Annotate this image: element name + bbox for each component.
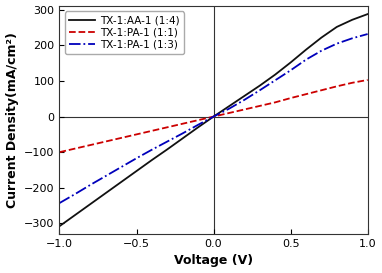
TX-1:AA-1 (1:4) — [288, 61, 293, 64]
TX-1:PA-1 (1:1) — [242, 108, 247, 111]
TX-1:PA-1 (1:3) — [134, 157, 139, 160]
X-axis label: Voltage (V): Voltage (V) — [174, 254, 253, 268]
TX-1:AA-1 (1:4) — [88, 203, 92, 206]
TX-1:PA-1 (1:1) — [365, 78, 370, 82]
TX-1:AA-1 (1:4) — [165, 148, 170, 151]
TX-1:PA-1 (1:3) — [350, 37, 354, 40]
TX-1:PA-1 (1:1) — [165, 126, 170, 129]
TX-1:PA-1 (1:1) — [57, 150, 62, 154]
TX-1:PA-1 (1:3) — [119, 165, 123, 169]
TX-1:PA-1 (1:3) — [227, 107, 231, 110]
TX-1:PA-1 (1:3) — [257, 89, 262, 92]
TX-1:AA-1 (1:4) — [196, 126, 201, 129]
TX-1:PA-1 (1:3) — [211, 115, 216, 118]
TX-1:AA-1 (1:4) — [273, 73, 277, 76]
TX-1:PA-1 (1:3) — [242, 98, 247, 102]
TX-1:PA-1 (1:3) — [150, 148, 154, 151]
TX-1:PA-1 (1:1) — [257, 104, 262, 108]
Line: TX-1:AA-1 (1:4): TX-1:AA-1 (1:4) — [60, 14, 367, 226]
TX-1:PA-1 (1:3) — [73, 192, 77, 196]
TX-1:PA-1 (1:1) — [273, 101, 277, 104]
TX-1:AA-1 (1:4) — [180, 137, 185, 140]
TX-1:PA-1 (1:3) — [365, 32, 370, 36]
TX-1:PA-1 (1:1) — [196, 118, 201, 122]
TX-1:PA-1 (1:3) — [88, 183, 92, 186]
TX-1:PA-1 (1:1) — [211, 115, 216, 118]
TX-1:AA-1 (1:4) — [242, 94, 247, 97]
TX-1:PA-1 (1:1) — [88, 143, 92, 147]
Y-axis label: Current Density(mA/cm²): Current Density(mA/cm²) — [6, 32, 19, 208]
TX-1:AA-1 (1:4) — [257, 84, 262, 87]
TX-1:PA-1 (1:1) — [134, 133, 139, 136]
Legend: TX-1:AA-1 (1:4), TX-1:PA-1 (1:1), TX-1:PA-1 (1:3): TX-1:AA-1 (1:4), TX-1:PA-1 (1:1), TX-1:P… — [65, 11, 184, 54]
Line: TX-1:PA-1 (1:1): TX-1:PA-1 (1:1) — [60, 80, 367, 152]
TX-1:PA-1 (1:3) — [335, 42, 339, 45]
TX-1:PA-1 (1:3) — [273, 79, 277, 82]
TX-1:AA-1 (1:4) — [304, 48, 308, 51]
TX-1:AA-1 (1:4) — [227, 105, 231, 108]
TX-1:PA-1 (1:3) — [57, 201, 62, 205]
TX-1:PA-1 (1:1) — [104, 140, 108, 143]
TX-1:PA-1 (1:3) — [304, 58, 308, 61]
TX-1:PA-1 (1:1) — [304, 93, 308, 96]
TX-1:PA-1 (1:3) — [196, 123, 201, 126]
TX-1:PA-1 (1:1) — [150, 129, 154, 132]
TX-1:PA-1 (1:1) — [227, 111, 231, 115]
TX-1:AA-1 (1:4) — [365, 13, 370, 16]
Line: TX-1:PA-1 (1:3): TX-1:PA-1 (1:3) — [60, 34, 367, 203]
TX-1:AA-1 (1:4) — [211, 115, 216, 118]
TX-1:PA-1 (1:1) — [119, 136, 123, 140]
TX-1:PA-1 (1:1) — [335, 85, 339, 88]
TX-1:PA-1 (1:1) — [288, 96, 293, 100]
TX-1:AA-1 (1:4) — [119, 180, 123, 184]
TX-1:PA-1 (1:3) — [180, 132, 185, 135]
TX-1:PA-1 (1:3) — [104, 174, 108, 178]
TX-1:AA-1 (1:4) — [134, 170, 139, 173]
TX-1:PA-1 (1:3) — [165, 140, 170, 143]
TX-1:PA-1 (1:1) — [73, 147, 77, 150]
TX-1:AA-1 (1:4) — [350, 18, 354, 22]
TX-1:AA-1 (1:4) — [57, 225, 62, 228]
TX-1:PA-1 (1:1) — [350, 81, 354, 84]
TX-1:PA-1 (1:3) — [288, 69, 293, 72]
TX-1:AA-1 (1:4) — [150, 158, 154, 162]
TX-1:AA-1 (1:4) — [73, 213, 77, 217]
TX-1:AA-1 (1:4) — [319, 36, 324, 39]
TX-1:PA-1 (1:1) — [319, 89, 324, 92]
TX-1:PA-1 (1:3) — [319, 49, 324, 52]
TX-1:AA-1 (1:4) — [104, 191, 108, 195]
TX-1:AA-1 (1:4) — [335, 25, 339, 29]
TX-1:PA-1 (1:1) — [180, 122, 185, 125]
